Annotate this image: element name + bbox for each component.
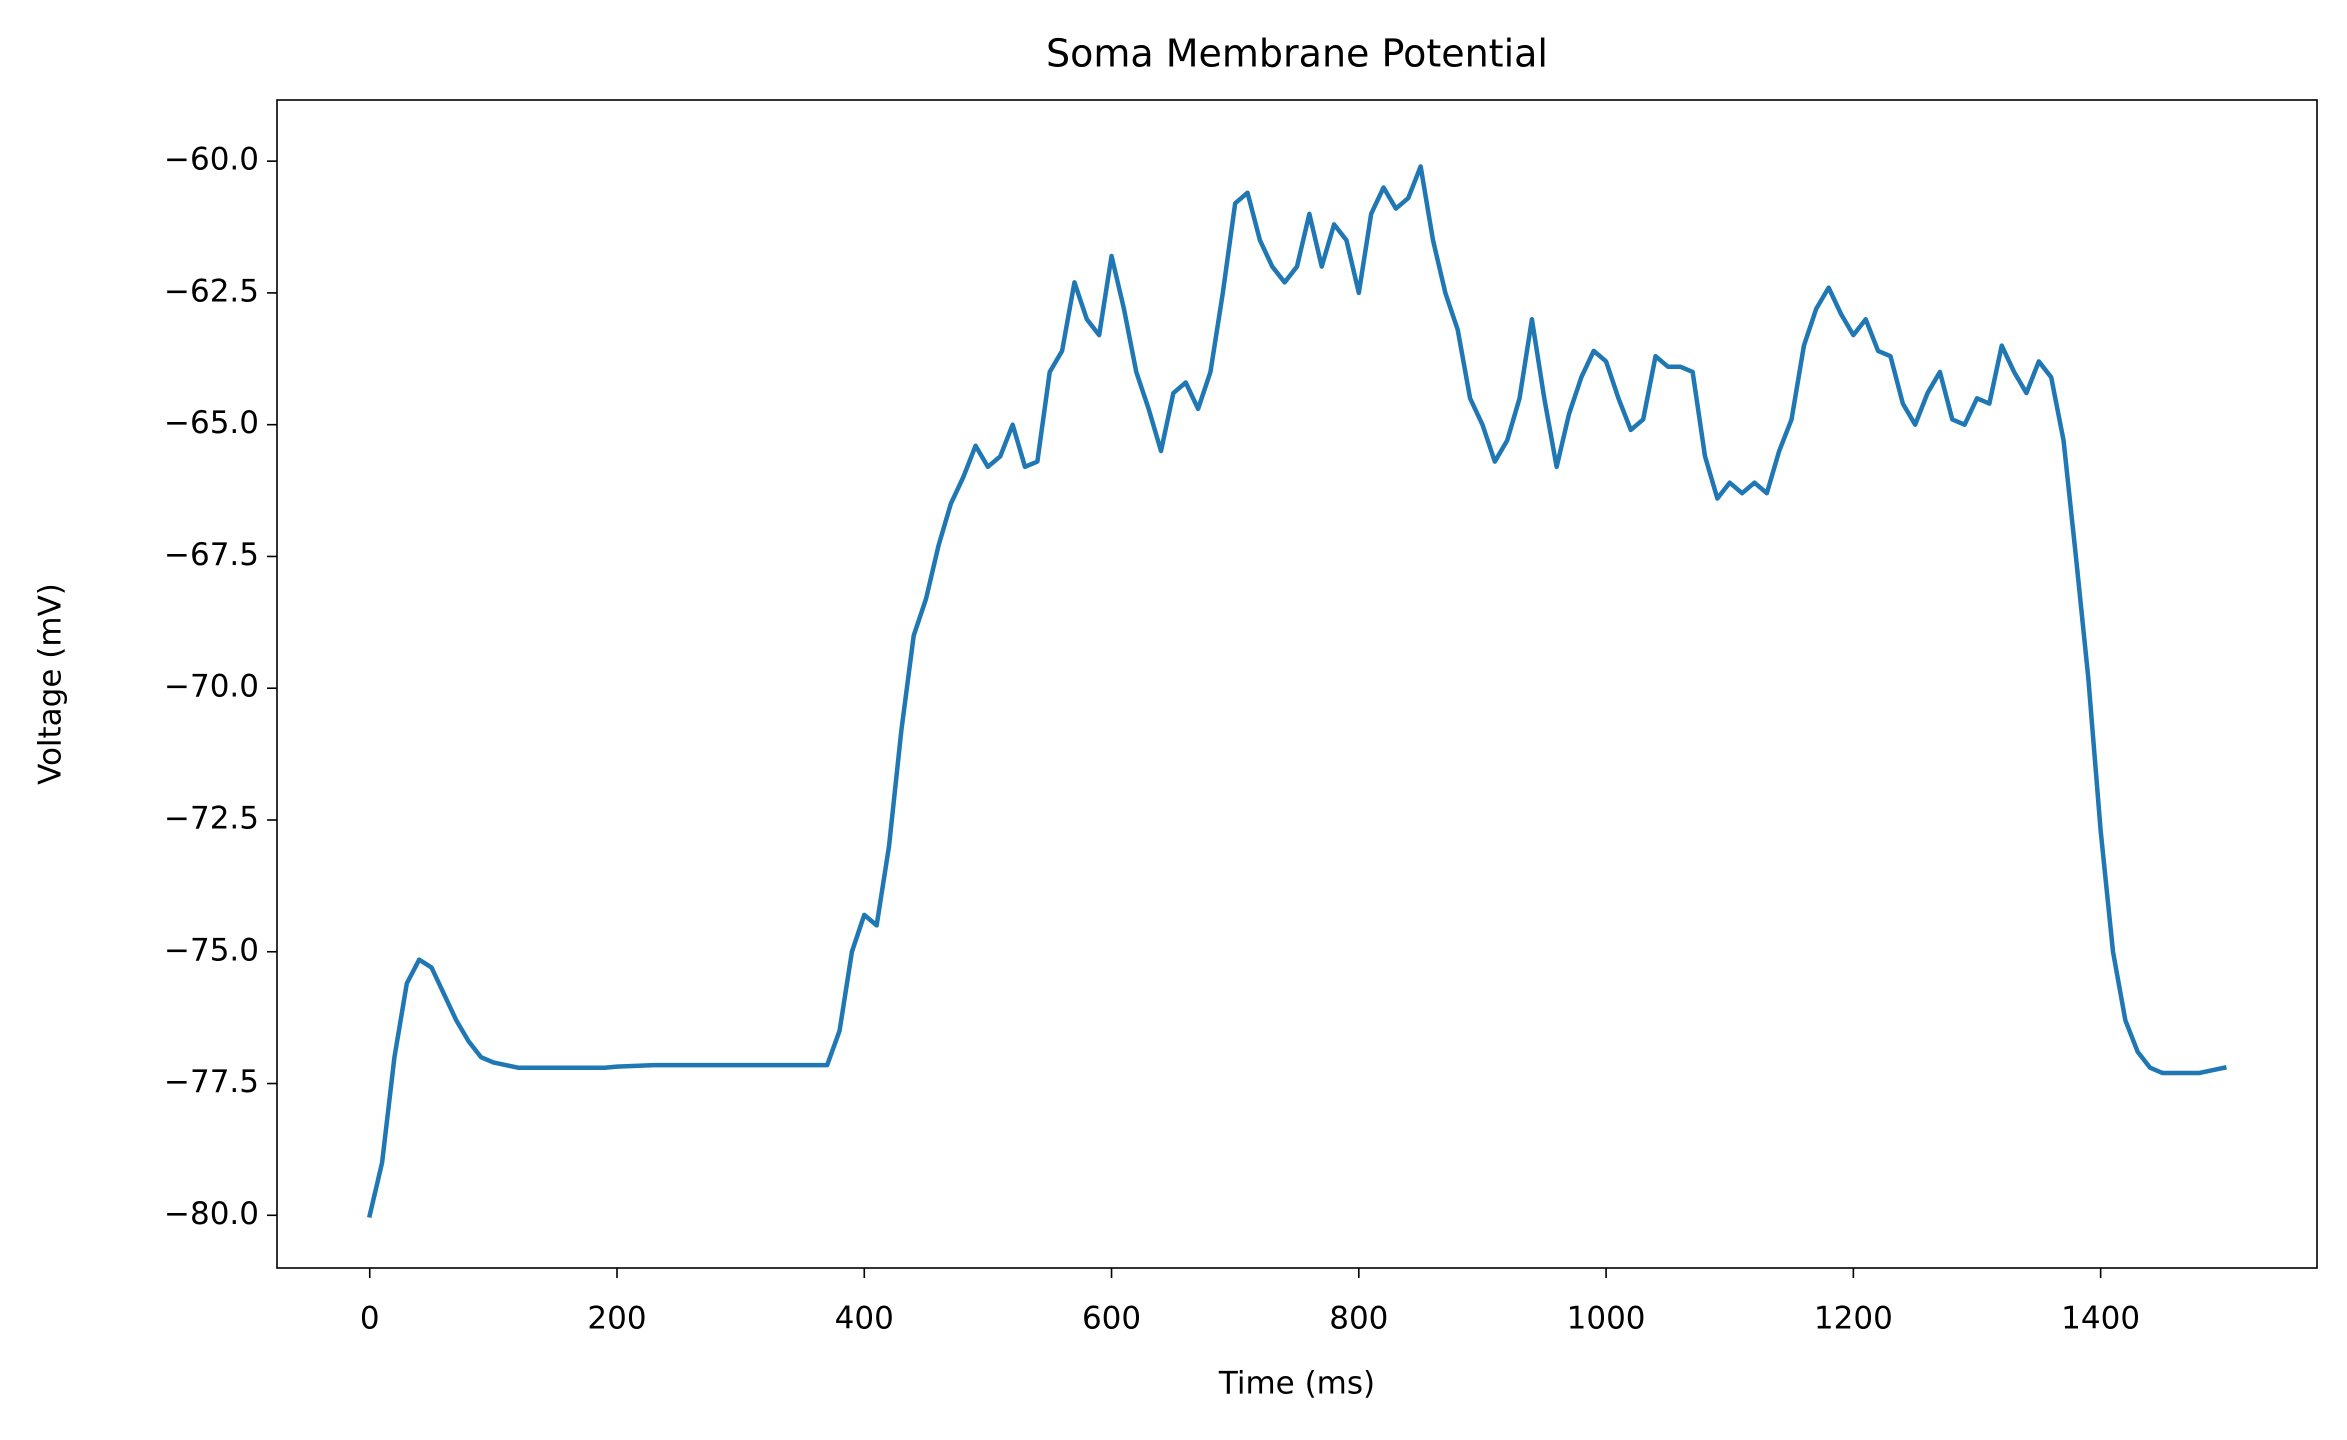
y-tick-label: −80.0 [164,1196,259,1232]
x-tick-label: 1000 [1567,1301,1646,1337]
chart-title: Soma Membrane Potential [1046,32,1548,76]
y-tick-label: −65.0 [164,405,259,441]
y-tick-label: −72.5 [164,800,259,836]
x-tick-label: 1400 [2061,1301,2140,1337]
x-tick-label: 0 [360,1301,380,1337]
x-tick-label: 600 [1082,1301,1141,1337]
data-line [367,164,2227,1218]
x-tick-label: 1200 [1814,1301,1893,1337]
y-tick-label: −75.0 [164,932,259,968]
y-tick-label: −60.0 [164,142,259,178]
x-tick-label: 200 [587,1301,646,1337]
x-tick-label: 800 [1329,1301,1388,1337]
axes-frame [276,99,2318,1269]
y-tick-label: −67.5 [164,537,259,573]
x-tick-label: 400 [835,1301,894,1337]
x-axis-label: Time (ms) [1218,1366,1375,1402]
plot-area [367,164,2227,1218]
y-axis-label: Voltage (mV) [33,583,69,785]
y-tick-label: −77.5 [164,1064,259,1100]
y-tick-label: −70.0 [164,669,259,705]
y-tick-label: −62.5 [164,273,259,309]
